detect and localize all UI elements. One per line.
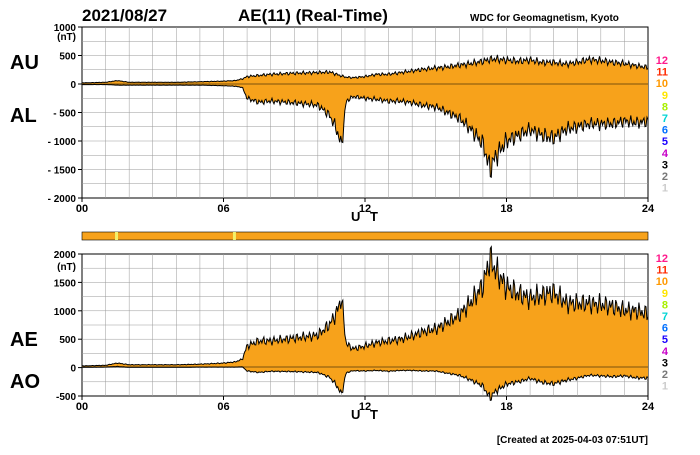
au-al-x-tick-label: 12 bbox=[359, 203, 371, 215]
ae-label: AE bbox=[10, 329, 38, 351]
ae-ao-x-tick-label: 12 bbox=[359, 401, 371, 413]
ae-ao-x-axis-label: U T bbox=[351, 407, 381, 422]
ae-ao-legend-item: 5 bbox=[662, 334, 668, 346]
au-al-legend-item: 11 bbox=[656, 67, 668, 79]
au-al-unit-label: (nT) bbox=[57, 32, 76, 43]
al-label: AL bbox=[10, 105, 37, 127]
data-quality-bar bbox=[81, 231, 649, 241]
ae-ao-x-ticks: 00 06 12 18 24 bbox=[76, 396, 655, 413]
au-al-legend-item: 1 bbox=[662, 183, 668, 195]
au-al-legend-item: 9 bbox=[662, 90, 668, 102]
ae-ao-y-tick-label: 500 bbox=[59, 335, 76, 346]
au-al-legend-item: 3 bbox=[662, 159, 668, 171]
ae-ao-legend-item: 1 bbox=[662, 381, 668, 393]
data-quality-marker bbox=[232, 232, 236, 240]
ae-ao-y-tick-label: -500 bbox=[56, 392, 76, 403]
ae-ao-legend-item: 9 bbox=[662, 288, 668, 300]
au-al-x-tick-label: 06 bbox=[217, 203, 229, 215]
au-al-y-tick-label: 500 bbox=[59, 52, 76, 63]
au-al-x-ticks: 00 06 12 18 24 bbox=[76, 198, 655, 215]
au-al-y-tick-label: - 2000 bbox=[48, 194, 77, 205]
au-al-x-tick-label: 18 bbox=[500, 203, 512, 215]
ae-ao-legend-item: 12 bbox=[656, 253, 668, 265]
ae-ao-panel: 2000 1500 1000 500 0 -500 (nT) AE AO 00 06 12 18… bbox=[10, 245, 655, 422]
ae-ao-x-tick-label: 00 bbox=[76, 401, 88, 413]
data-quality-markers bbox=[115, 232, 236, 240]
ae-ao-y-ticks: 2000 1500 1000 500 0 -500 bbox=[54, 250, 82, 403]
al-series-line bbox=[82, 83, 649, 178]
ao-label: AO bbox=[10, 371, 40, 393]
ae-ao-legend-item: 4 bbox=[662, 346, 669, 358]
ae-ao-unit-label: (nT) bbox=[57, 262, 76, 273]
ae-ao-legend-item: 8 bbox=[662, 299, 668, 311]
ae-ao-y-tick-label: 1000 bbox=[54, 307, 77, 318]
au-al-x-tick-label: 24 bbox=[642, 203, 655, 215]
ae-ao-x-tick-label: 24 bbox=[642, 401, 655, 413]
date-label: 2021/08/27 bbox=[82, 6, 167, 25]
ae-ao-legend-item: 3 bbox=[662, 357, 668, 369]
au-label: AU bbox=[10, 52, 39, 74]
ae-ao-y-tick-label: 0 bbox=[70, 364, 76, 375]
data-quality-marker bbox=[115, 232, 119, 240]
au-al-y-tick-label: 1000 bbox=[54, 23, 77, 34]
au-al-legend-item: 8 bbox=[662, 101, 668, 113]
credit-label: WDC for Geomagnetism, Kyoto bbox=[470, 13, 619, 24]
au-al-legend-item: 4 bbox=[662, 148, 669, 160]
ae-series-line bbox=[81, 245, 649, 367]
au-al-y-tick-label: - 500 bbox=[53, 109, 76, 120]
au-al-x-axis-label: U T bbox=[351, 209, 381, 224]
ae-ao-legend-item: 2 bbox=[662, 369, 668, 381]
au-al-legend-item: 10 bbox=[656, 78, 668, 90]
au-al-y-tick-label: - 1500 bbox=[48, 166, 77, 177]
ae-ao-legend-item: 7 bbox=[662, 311, 668, 323]
au-al-legend-item: 5 bbox=[662, 136, 668, 148]
chart-title: AE(11) (Real-Time) bbox=[238, 6, 388, 25]
ae-ao-legend-item: 11 bbox=[656, 265, 668, 277]
au-al-y-tick-label: - 1000 bbox=[48, 137, 77, 148]
au-series-line bbox=[81, 54, 649, 84]
ae-ao-x-tick-label: 06 bbox=[217, 401, 229, 413]
created-timestamp: [Created at 2025-04-03 07:51UT] bbox=[497, 435, 648, 446]
ae-ao-y-tick-label: 1500 bbox=[54, 278, 77, 289]
ae-ao-x-tick-label: 18 bbox=[500, 401, 512, 413]
au-al-y-ticks: 1000 500 0 - 500 - 1000 - 1500 - 2000 bbox=[48, 23, 82, 205]
au-al-y-tick-label: 0 bbox=[70, 80, 76, 91]
au-al-legend-item: 12 bbox=[656, 55, 668, 67]
au-al-legend-item: 7 bbox=[662, 113, 668, 125]
au-al-legend-item: 2 bbox=[662, 171, 668, 183]
ae-ao-y-tick-label: 2000 bbox=[54, 250, 77, 261]
ae-ao-legend-item: 10 bbox=[656, 276, 668, 288]
ae-ao-area bbox=[82, 246, 648, 401]
ae-ao-legend-item: 6 bbox=[662, 323, 668, 335]
au-al-x-tick-label: 00 bbox=[76, 203, 88, 215]
au-al-legend-item: 6 bbox=[662, 125, 668, 137]
